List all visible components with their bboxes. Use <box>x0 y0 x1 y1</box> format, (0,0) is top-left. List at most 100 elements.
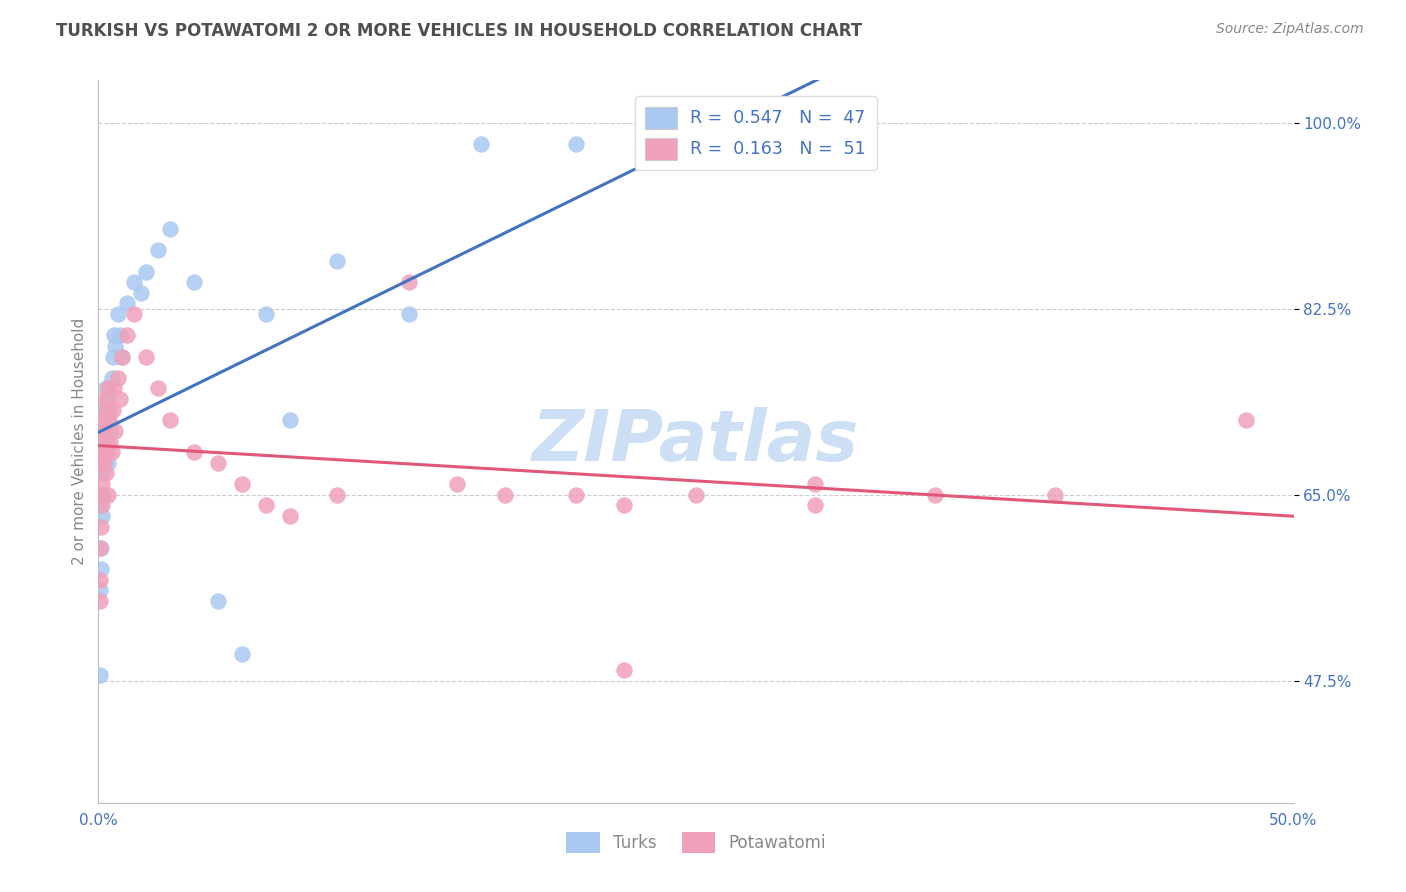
Point <box>89 498 111 512</box>
Point <box>804 477 827 491</box>
Point <box>101 350 124 364</box>
Point <box>131 285 153 300</box>
Point <box>96 488 118 502</box>
Point <box>104 339 127 353</box>
Point <box>91 488 114 502</box>
Point <box>93 424 115 438</box>
Point <box>91 456 114 470</box>
Point <box>91 477 114 491</box>
Point <box>96 445 118 459</box>
Point <box>93 456 115 470</box>
Text: ZIPatlas: ZIPatlas <box>533 407 859 476</box>
Point <box>398 275 420 289</box>
Point <box>613 663 636 677</box>
Point <box>470 136 492 151</box>
Point <box>97 456 120 470</box>
Point <box>326 488 349 502</box>
Point <box>254 307 277 321</box>
Point <box>446 477 468 491</box>
Point <box>94 381 117 395</box>
Point <box>103 328 125 343</box>
Point <box>94 392 117 406</box>
Point <box>108 392 131 406</box>
Point <box>98 413 121 427</box>
Point <box>685 153 707 167</box>
Point <box>159 413 181 427</box>
Point <box>254 498 277 512</box>
Point <box>111 350 134 364</box>
Point <box>326 253 349 268</box>
Point <box>124 275 146 289</box>
Point <box>104 424 127 438</box>
Point <box>613 498 636 512</box>
Point <box>101 402 124 417</box>
Point <box>107 371 129 385</box>
Point <box>111 350 134 364</box>
Point <box>685 488 707 502</box>
Point <box>1043 488 1066 502</box>
Point <box>91 445 114 459</box>
Point <box>231 647 253 661</box>
Point <box>135 350 157 364</box>
Point <box>94 402 117 417</box>
Point <box>108 328 131 343</box>
Text: TURKISH VS POTAWATOMI 2 OR MORE VEHICLES IN HOUSEHOLD CORRELATION CHART: TURKISH VS POTAWATOMI 2 OR MORE VEHICLES… <box>56 22 862 40</box>
Point <box>231 477 253 491</box>
Point <box>115 296 138 310</box>
Point <box>97 381 120 395</box>
Point <box>91 434 114 449</box>
Point <box>100 371 122 385</box>
Point <box>91 424 114 438</box>
Point <box>398 307 420 321</box>
Point <box>278 508 301 523</box>
Point <box>89 573 111 587</box>
Point <box>183 275 205 289</box>
Point <box>107 307 129 321</box>
Point <box>94 434 117 449</box>
Point <box>1234 413 1257 427</box>
Point <box>804 498 827 512</box>
Point <box>756 147 779 161</box>
Point <box>565 488 588 502</box>
Point <box>93 456 115 470</box>
Point <box>494 488 516 502</box>
Point <box>207 456 229 470</box>
Point <box>100 445 122 459</box>
Point <box>98 402 121 417</box>
Point <box>115 328 138 343</box>
Point <box>90 488 112 502</box>
Point <box>96 445 118 459</box>
Point <box>103 381 125 395</box>
Point <box>98 424 122 438</box>
Point <box>90 508 112 523</box>
Point <box>565 136 588 151</box>
Point <box>90 562 112 576</box>
Point <box>159 222 181 236</box>
Point <box>98 434 122 449</box>
Point <box>90 541 112 555</box>
Point <box>89 583 111 598</box>
Point <box>89 541 111 555</box>
Point <box>93 413 115 427</box>
Point <box>278 413 301 427</box>
Text: Source: ZipAtlas.com: Source: ZipAtlas.com <box>1216 22 1364 37</box>
Point <box>91 434 114 449</box>
Point <box>89 668 111 682</box>
Point <box>90 498 112 512</box>
Point <box>97 392 120 406</box>
Legend: Turks, Potawatomi: Turks, Potawatomi <box>560 826 832 860</box>
Point <box>89 594 111 608</box>
Y-axis label: 2 or more Vehicles in Household: 2 or more Vehicles in Household <box>72 318 87 566</box>
Point <box>91 445 114 459</box>
Point <box>91 467 114 481</box>
Point <box>94 402 117 417</box>
Point <box>207 594 229 608</box>
Point <box>924 488 946 502</box>
Point <box>91 413 114 427</box>
Point <box>183 445 205 459</box>
Point <box>94 467 117 481</box>
Point <box>124 307 146 321</box>
Point <box>96 413 118 427</box>
Point <box>90 519 112 533</box>
Point <box>148 381 170 395</box>
